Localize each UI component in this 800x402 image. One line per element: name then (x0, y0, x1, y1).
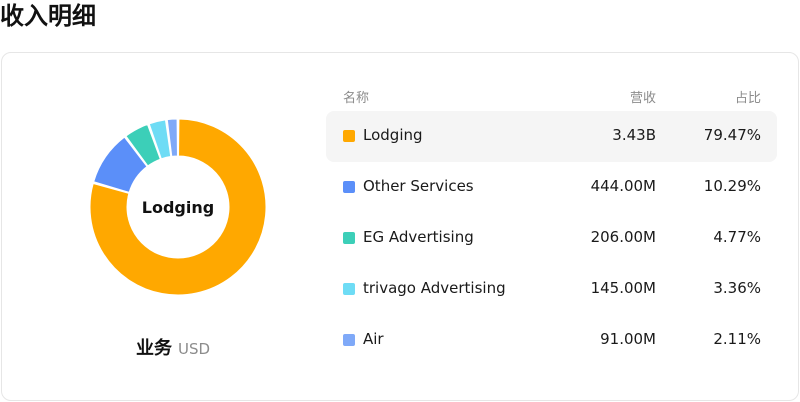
table-row[interactable]: Other Services 444.00M 10.29% (326, 162, 777, 213)
revenue-breakdown-card: Lodging 业务 USD 名称 营收 占比 Lodging 3.43B 79.… (1, 52, 799, 401)
row-share: 3.36% (713, 279, 761, 297)
revenue-table: 名称 营收 占比 Lodging 3.43B 79.47% Other Serv… (326, 81, 777, 366)
donut-slice-lodging[interactable] (89, 118, 267, 296)
donut-chart: Lodging (88, 117, 268, 297)
row-name: Other Services (363, 177, 474, 195)
page-title: 收入明细 (0, 2, 96, 30)
header-revenue: 营收 (629, 91, 656, 106)
row-share: 4.77% (713, 228, 761, 246)
row-revenue: 91.00M (600, 330, 656, 348)
row-name: EG Advertising (363, 228, 474, 246)
segment-type-label: 业务 USD (136, 337, 210, 361)
header-name: 名称 (343, 91, 370, 106)
header-share: 占比 (734, 91, 761, 106)
segment-type-title: 业务 (136, 338, 172, 359)
row-name: trivago Advertising (363, 279, 506, 297)
currency-unit: USD (178, 340, 211, 358)
table-header: 名称 营收 占比 (326, 81, 777, 111)
donut-slice-air[interactable] (166, 118, 178, 157)
donut-slice-eg-advertising[interactable] (125, 123, 161, 167)
legend-swatch (343, 130, 355, 142)
table-row[interactable]: Lodging 3.43B 79.47% (326, 111, 777, 162)
table-row[interactable]: trivago Advertising 145.00M 3.36% (326, 264, 777, 315)
legend-swatch (343, 334, 355, 346)
row-revenue: 3.43B (612, 126, 656, 144)
row-share: 10.29% (703, 177, 761, 195)
donut-center-label: Lodging (141, 197, 215, 217)
legend-swatch (343, 181, 355, 193)
row-share: 79.47% (703, 126, 761, 144)
donut-svg (89, 118, 267, 296)
donut-slice-trivago-advertising[interactable] (148, 119, 172, 160)
row-revenue: 444.00M (590, 177, 656, 195)
table-row[interactable]: EG Advertising 206.00M 4.77% (326, 213, 777, 264)
legend-swatch (343, 283, 355, 295)
row-share: 2.11% (713, 330, 761, 348)
row-name: Lodging (363, 126, 423, 144)
legend-swatch (343, 232, 355, 244)
donut-slice-other-services[interactable] (93, 136, 148, 193)
row-revenue: 145.00M (590, 279, 656, 297)
row-name: Air (363, 330, 384, 348)
row-revenue: 206.00M (590, 228, 656, 246)
table-row[interactable]: Air 91.00M 2.11% (326, 315, 777, 366)
